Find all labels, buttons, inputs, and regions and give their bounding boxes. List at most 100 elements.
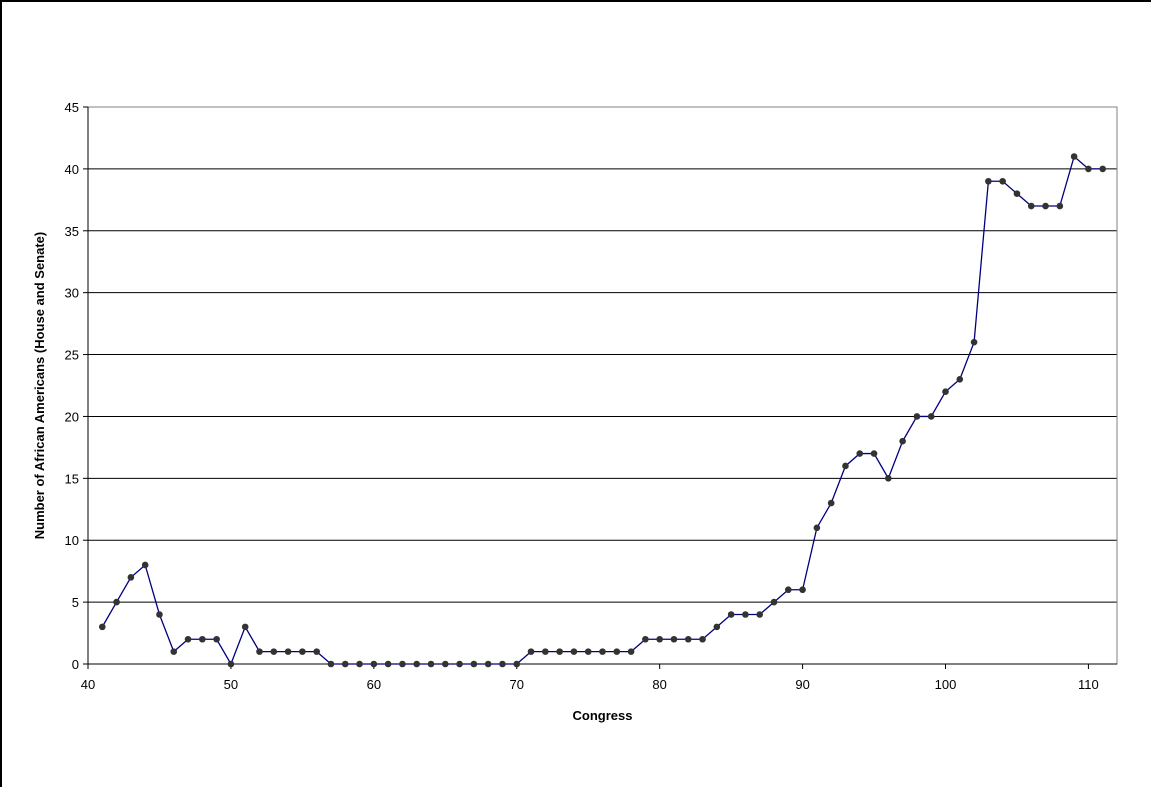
data-point bbox=[170, 648, 178, 655]
data-point bbox=[141, 561, 149, 569]
data-point bbox=[842, 462, 849, 470]
data-point bbox=[227, 660, 235, 668]
data-point bbox=[256, 648, 263, 655]
data-point bbox=[827, 499, 835, 507]
data-point bbox=[642, 635, 649, 643]
data-point bbox=[413, 660, 421, 668]
data-point bbox=[856, 450, 864, 457]
data-point bbox=[599, 648, 606, 655]
x-tick-label: 70 bbox=[510, 677, 524, 692]
data-point bbox=[384, 660, 392, 668]
plot-area-border bbox=[87, 106, 1118, 665]
data-point bbox=[584, 648, 592, 655]
series-line bbox=[101, 155, 1103, 666]
y-tick-label: 45 bbox=[65, 100, 79, 115]
data-point bbox=[913, 413, 921, 420]
data-point bbox=[885, 475, 892, 482]
data-point bbox=[570, 648, 578, 655]
data-point bbox=[613, 648, 621, 655]
x-tick-label: 90 bbox=[795, 677, 809, 692]
y-tick-label: 0 bbox=[72, 657, 79, 672]
data-point bbox=[456, 660, 463, 668]
data-point bbox=[427, 660, 435, 668]
data-point bbox=[341, 660, 349, 668]
axes bbox=[83, 106, 1117, 669]
data-point bbox=[713, 623, 721, 631]
data-point bbox=[313, 648, 320, 655]
data-point bbox=[627, 648, 635, 655]
data-point bbox=[356, 660, 363, 668]
y-tick-label: 5 bbox=[72, 595, 79, 610]
data-point bbox=[656, 635, 663, 643]
data-point bbox=[670, 635, 678, 643]
data-point bbox=[956, 376, 964, 383]
data-point bbox=[1099, 165, 1107, 173]
data-point bbox=[213, 635, 220, 643]
data-point bbox=[684, 635, 692, 643]
data-point bbox=[742, 611, 749, 618]
data-point bbox=[127, 574, 135, 581]
data-point bbox=[942, 388, 949, 395]
gridlines bbox=[88, 106, 1117, 603]
data-point bbox=[156, 611, 163, 618]
y-tick-label: 15 bbox=[65, 471, 79, 486]
y-axis-tick-labels: 0 5 10 15 20 25 30 35 40 45 bbox=[65, 100, 79, 672]
x-axis-tick-labels: 40 50 60 70 80 90 100 110 bbox=[81, 677, 1099, 692]
data-point bbox=[985, 177, 992, 185]
data-point bbox=[241, 623, 249, 631]
data-points bbox=[98, 153, 1107, 668]
data-point bbox=[770, 598, 778, 606]
data-point bbox=[1042, 202, 1049, 210]
data-point bbox=[370, 660, 378, 668]
data-point bbox=[799, 586, 806, 594]
data-point bbox=[1013, 190, 1021, 197]
x-tick-label: 110 bbox=[1078, 677, 1099, 692]
y-axis-title: Number of African Americans (House and S… bbox=[32, 232, 47, 540]
data-point bbox=[184, 635, 192, 643]
data-point bbox=[470, 660, 478, 668]
y-tick-label: 10 bbox=[65, 533, 79, 548]
data-point bbox=[999, 177, 1006, 185]
data-point bbox=[527, 648, 535, 655]
data-point bbox=[98, 623, 106, 631]
x-tick-label: 40 bbox=[81, 677, 95, 692]
y-tick-label: 40 bbox=[65, 162, 79, 177]
data-point bbox=[1056, 202, 1064, 210]
data-point bbox=[484, 660, 492, 668]
x-tick-label: 50 bbox=[224, 677, 238, 692]
data-point bbox=[927, 413, 935, 420]
data-point bbox=[1085, 165, 1092, 173]
data-point bbox=[113, 598, 120, 606]
data-point bbox=[513, 660, 521, 668]
data-point bbox=[699, 635, 706, 643]
x-tick-label: 100 bbox=[935, 677, 957, 692]
data-point bbox=[756, 611, 764, 618]
data-point bbox=[542, 648, 549, 655]
data-point bbox=[784, 586, 792, 594]
x-tick-label: 60 bbox=[367, 677, 381, 692]
data-point bbox=[1070, 153, 1078, 160]
data-point bbox=[441, 660, 449, 668]
data-point bbox=[727, 611, 735, 618]
x-tick-label: 80 bbox=[652, 677, 666, 692]
data-point bbox=[899, 437, 906, 445]
data-point bbox=[499, 660, 506, 668]
data-point bbox=[284, 648, 292, 655]
data-point bbox=[299, 648, 306, 655]
data-point bbox=[870, 450, 878, 457]
y-tick-label: 35 bbox=[65, 224, 79, 239]
data-point bbox=[199, 635, 206, 643]
data-point bbox=[1027, 202, 1035, 210]
data-point bbox=[270, 648, 278, 655]
y-tick-label: 25 bbox=[65, 348, 79, 363]
data-point bbox=[970, 338, 978, 346]
data-point bbox=[399, 660, 406, 668]
y-tick-label: 20 bbox=[65, 409, 79, 424]
x-axis-title: Congress bbox=[573, 708, 633, 723]
data-point bbox=[327, 660, 335, 668]
data-point bbox=[556, 648, 563, 655]
y-tick-label: 30 bbox=[65, 286, 79, 301]
data-point bbox=[813, 524, 821, 532]
